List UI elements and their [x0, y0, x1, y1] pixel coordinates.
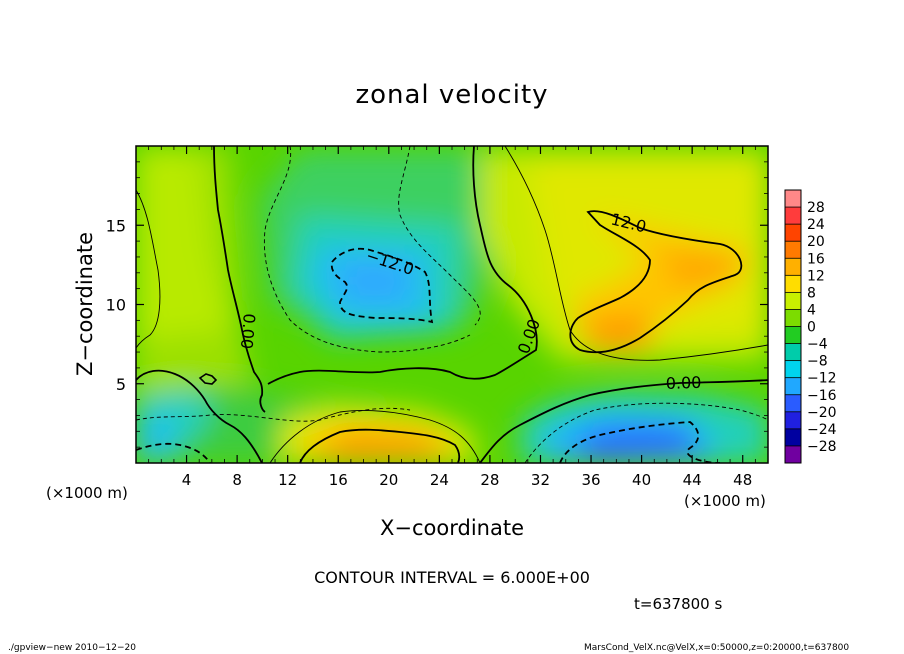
colorbar-swatch [785, 343, 801, 361]
contour-neg6-a [263, 146, 471, 353]
x-scale-note-right: (×1000 m) [684, 492, 766, 510]
contour-neg6-b [398, 146, 481, 326]
colorbar-label: −20 [807, 405, 837, 421]
contour-6-right [504, 146, 768, 361]
colorbar-swatch [785, 275, 801, 293]
x-axis-label: X−coordinate [380, 516, 524, 540]
contour-label-zero-left: 0.00 [237, 313, 259, 350]
colorbar-swatch [785, 224, 801, 242]
contour-neg12-bottom [559, 421, 721, 463]
colorbar-label: 8 [807, 285, 816, 301]
x-tick-label: 48 [733, 471, 752, 489]
x-tick-label: 32 [531, 471, 550, 489]
contour-zero-bottom-left [136, 369, 263, 463]
colorbar-swatch [785, 309, 801, 327]
colorbar-swatch [785, 292, 801, 310]
contour-neg12-upper [330, 247, 434, 324]
y-tick-label: 10 [106, 296, 126, 315]
x-tick-label: 12 [278, 471, 297, 489]
colorbar-label: −24 [807, 422, 837, 438]
colorbar-swatch [785, 411, 801, 430]
colorbar-label: 12 [807, 268, 825, 284]
colorbar-swatch [785, 207, 801, 225]
colorbar-label: 20 [807, 234, 825, 250]
contour-12-bottom [299, 428, 461, 463]
colorbar-swatch [785, 377, 801, 396]
y-tick-label: 15 [106, 216, 126, 235]
colorbar-swatch [785, 258, 801, 276]
x-tick-label: 36 [581, 471, 600, 489]
colorbar-label: 16 [807, 251, 825, 267]
colorbar-label: −12 [807, 371, 837, 387]
colorbar-label: 28 [807, 200, 825, 216]
colorbar-label: 0 [807, 320, 816, 336]
contour-12-upper-right [569, 210, 743, 354]
x-tick-label: 40 [632, 471, 651, 489]
footer-right: MarsCond_VelX.nc@VelX,x=0:50000,z=0:2000… [584, 643, 849, 653]
contour-6-bottom [269, 410, 481, 463]
x-tick-label: 24 [430, 471, 449, 489]
colorbar-label: −16 [807, 388, 837, 404]
contour-zero-island [198, 373, 218, 385]
contour-zero-left [213, 146, 266, 413]
colorbar-label: 24 [807, 217, 825, 233]
footer-left: ./gpview−new 2010−12−20 [8, 643, 136, 653]
colorbar-swatch [785, 241, 801, 259]
chart-title: zonal velocity [355, 80, 548, 110]
velocity-field: 12.0 −12.0 0.00 0.00 0.00 [136, 146, 768, 463]
y-tick-label: 5 [116, 375, 126, 394]
colorbar-swatch [785, 394, 801, 413]
colorbar-swatch [785, 445, 801, 464]
x-scale-note: (×1000 m) [46, 484, 128, 502]
colorbar-swatch [785, 428, 801, 447]
contour-zero-middle [267, 146, 538, 385]
colorbar-swatch [785, 360, 801, 378]
contour-label-zero-bottom: 0.00 [665, 373, 701, 393]
contour-neg6-bottom-right [524, 402, 768, 463]
x-tick-label: 4 [182, 471, 192, 489]
x-axis: 4 8 12 16 20 24 28 32 36 40 44 48 [148, 146, 756, 489]
colorbar-swatch [785, 190, 801, 208]
colorbar-label: 4 [807, 302, 816, 318]
colorbar-label: −4 [807, 337, 828, 353]
colorbar-label: −8 [807, 354, 828, 370]
x-tick-label: 16 [329, 471, 348, 489]
y-axis-label: Z−coordinate [73, 232, 97, 376]
x-tick-label: 20 [379, 471, 398, 489]
contour-6-left [136, 189, 161, 349]
colorbar-swatch [785, 326, 801, 344]
contour-lines [136, 146, 768, 463]
y-axis: 5 10 15 [106, 161, 768, 448]
contour-zero-bottom [479, 379, 768, 463]
contour-neg6-bl-small [136, 442, 211, 463]
x-tick-label: 44 [683, 471, 702, 489]
time-label: t=637800 s [634, 595, 722, 613]
contour-interval: CONTOUR INTERVAL = 6.000E+00 [314, 568, 590, 587]
x-tick-label: 28 [480, 471, 499, 489]
x-tick-label: 8 [232, 471, 242, 489]
colorbar-label: −28 [807, 439, 837, 455]
